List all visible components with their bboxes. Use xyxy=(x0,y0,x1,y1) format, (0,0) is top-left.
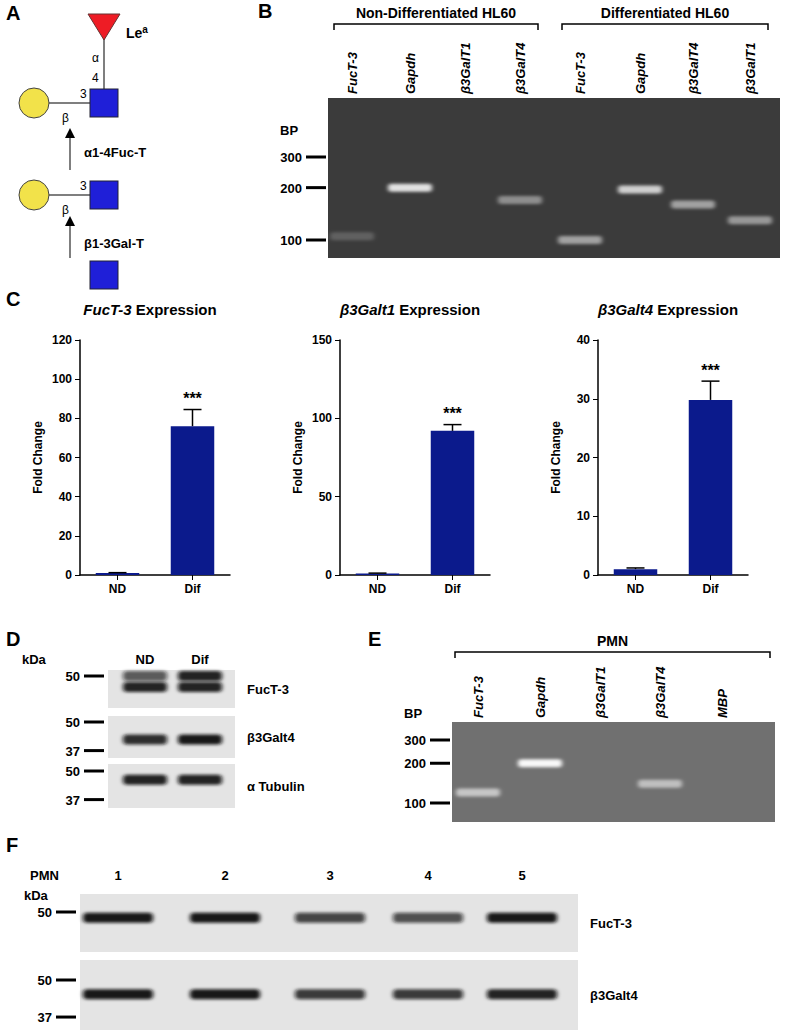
svg-text:β3GalT4: β3GalT4 xyxy=(513,42,528,95)
svg-text:50: 50 xyxy=(38,973,52,988)
svg-text:Lea: Lea xyxy=(126,24,148,42)
svg-text:A: A xyxy=(6,2,20,24)
svg-text:β3Galt4: β3Galt4 xyxy=(597,301,654,318)
svg-text:kDa: kDa xyxy=(22,652,47,667)
svg-text:α Tubulin: α Tubulin xyxy=(247,779,305,794)
svg-text:FucT-3: FucT-3 xyxy=(590,916,632,931)
svg-text:Differentiated HL60: Differentiated HL60 xyxy=(601,5,730,21)
svg-text:50: 50 xyxy=(38,905,52,920)
svg-text:β3GalT1: β3GalT1 xyxy=(458,43,473,95)
svg-text:ND: ND xyxy=(369,582,387,596)
svg-text:300: 300 xyxy=(404,733,426,748)
svg-text:FucT-3: FucT-3 xyxy=(247,682,289,697)
svg-text:37: 37 xyxy=(66,744,80,759)
svg-text:C: C xyxy=(6,288,20,310)
svg-text:Gapdh: Gapdh xyxy=(533,677,548,718)
svg-text:37: 37 xyxy=(66,793,80,808)
svg-text:Gapdh: Gapdh xyxy=(403,53,418,94)
svg-text:Dif: Dif xyxy=(191,652,209,667)
svg-text:50: 50 xyxy=(319,490,333,504)
svg-text:B: B xyxy=(258,0,272,22)
svg-text:β: β xyxy=(62,111,69,125)
svg-text:E: E xyxy=(368,628,381,650)
svg-text:0: 0 xyxy=(583,568,590,582)
svg-text:Fold Change: Fold Change xyxy=(549,421,563,494)
svg-text:150: 150 xyxy=(312,333,332,347)
svg-text:4: 4 xyxy=(92,71,99,85)
svg-text:200: 200 xyxy=(280,181,302,196)
svg-text:80: 80 xyxy=(59,411,73,425)
svg-text:PMN: PMN xyxy=(597,633,628,649)
svg-text:60: 60 xyxy=(59,451,73,465)
svg-text:0: 0 xyxy=(325,568,332,582)
svg-text:Dif: Dif xyxy=(445,582,462,596)
svg-text:Fold Change: Fold Change xyxy=(291,421,305,494)
svg-text:β3GalT4: β3GalT4 xyxy=(653,666,668,719)
svg-text:Gapdh: Gapdh xyxy=(633,53,648,94)
svg-text:β3GalT1: β3GalT1 xyxy=(593,667,608,719)
svg-text:kDa: kDa xyxy=(24,888,49,903)
svg-text:50: 50 xyxy=(66,764,80,779)
svg-text:300: 300 xyxy=(280,150,302,165)
svg-text:F: F xyxy=(6,834,18,856)
svg-text:120: 120 xyxy=(52,333,72,347)
svg-text:100: 100 xyxy=(312,411,332,425)
svg-text:Expression: Expression xyxy=(132,301,217,318)
svg-text:50: 50 xyxy=(66,715,80,730)
svg-text:α1-4Fuc-T: α1-4Fuc-T xyxy=(84,145,146,160)
svg-text:3: 3 xyxy=(80,87,87,101)
svg-text:β3Galt4: β3Galt4 xyxy=(590,988,638,1003)
svg-text:D: D xyxy=(6,628,20,650)
svg-text:ND: ND xyxy=(109,582,127,596)
svg-text:ND: ND xyxy=(627,582,645,596)
svg-text:Non-Differentiated HL60: Non-Differentiated HL60 xyxy=(356,5,516,21)
svg-text:0: 0 xyxy=(65,568,72,582)
svg-text:3: 3 xyxy=(326,868,333,883)
svg-text:FucT-3: FucT-3 xyxy=(345,51,360,94)
svg-text:β3GalT4: β3GalT4 xyxy=(686,42,701,95)
svg-text:Fold Change: Fold Change xyxy=(31,421,45,494)
svg-text:10: 10 xyxy=(577,509,591,523)
svg-text:4: 4 xyxy=(424,868,432,883)
svg-text:30: 30 xyxy=(577,392,591,406)
svg-text:Expression: Expression xyxy=(395,301,480,318)
svg-text:100: 100 xyxy=(280,233,302,248)
svg-text:β3GalT1: β3GalT1 xyxy=(743,43,758,95)
svg-text:Expression: Expression xyxy=(653,301,738,318)
svg-text:3: 3 xyxy=(80,179,87,193)
svg-text:β3Galt4: β3Galt4 xyxy=(247,730,295,745)
svg-text:200: 200 xyxy=(404,756,426,771)
svg-text:PMN: PMN xyxy=(30,868,59,883)
svg-text:MBP: MBP xyxy=(715,689,730,718)
svg-text:100: 100 xyxy=(404,796,426,811)
svg-text:***: *** xyxy=(183,390,202,407)
svg-text:FucT-3: FucT-3 xyxy=(573,51,588,94)
svg-text:***: *** xyxy=(701,362,720,379)
svg-text:1: 1 xyxy=(114,868,121,883)
svg-text:20: 20 xyxy=(577,451,591,465)
svg-text:5: 5 xyxy=(518,868,525,883)
svg-text:FucT-3: FucT-3 xyxy=(83,301,132,318)
svg-text:***: *** xyxy=(443,405,462,422)
svg-text:37: 37 xyxy=(38,1010,52,1025)
svg-text:α: α xyxy=(92,51,99,65)
svg-text:Dif: Dif xyxy=(185,582,202,596)
svg-text:BP: BP xyxy=(404,706,422,721)
svg-text:β3Galt1: β3Galt1 xyxy=(339,301,395,318)
svg-text:40: 40 xyxy=(59,490,73,504)
svg-text:FucT-3: FucT-3 xyxy=(471,675,486,718)
svg-text:100: 100 xyxy=(52,372,72,386)
svg-text:β1-3Gal-T: β1-3Gal-T xyxy=(84,236,144,251)
svg-text:50: 50 xyxy=(66,669,80,684)
svg-text:Dif: Dif xyxy=(703,582,720,596)
svg-text:BP: BP xyxy=(280,123,298,138)
svg-text:β: β xyxy=(62,203,69,217)
svg-text:40: 40 xyxy=(577,333,591,347)
svg-text:ND: ND xyxy=(136,652,155,667)
svg-text:20: 20 xyxy=(59,529,73,543)
svg-text:2: 2 xyxy=(221,868,228,883)
